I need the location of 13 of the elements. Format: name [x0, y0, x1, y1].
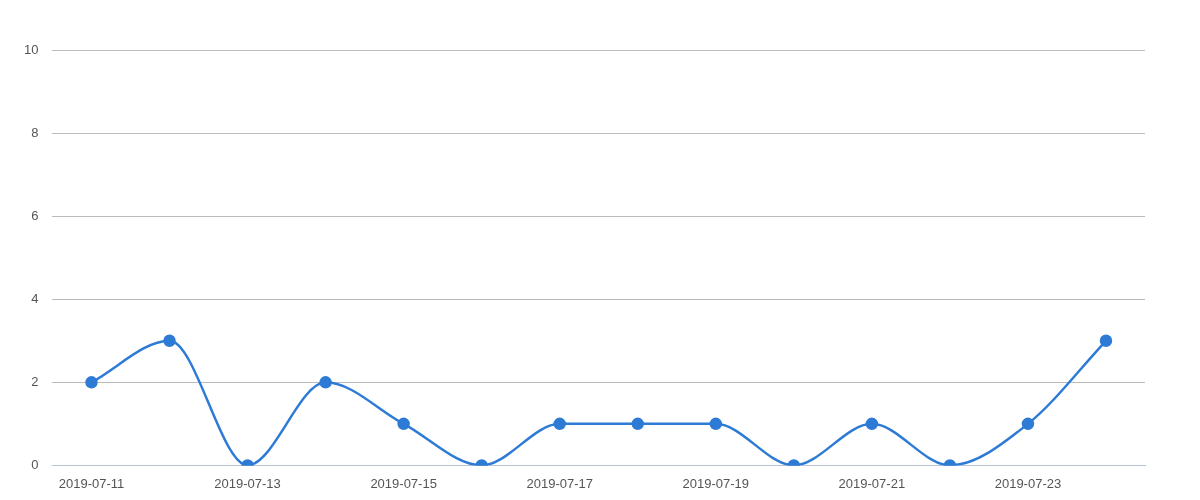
y-tick-label: 0 — [31, 456, 39, 472]
x-tick-label: 2019-07-23 — [994, 475, 1062, 491]
x-tick-label: 2019-07-11 — [58, 475, 125, 491]
x-tick-label: 2019-07-21 — [838, 475, 906, 491]
x-tick-label: 2019-07-19 — [682, 475, 750, 491]
y-tick-label: 6 — [31, 207, 39, 223]
y-tick-label: 4 — [31, 290, 39, 306]
x-tick-label: 2019-07-13 — [214, 475, 281, 491]
y-tick-label: 10 — [23, 41, 39, 57]
y-tick-label: 2 — [31, 373, 39, 389]
y-tick-label: 8 — [31, 124, 39, 140]
x-tick-label: 2019-07-15 — [370, 475, 437, 491]
x-tick-label: 2019-07-17 — [526, 475, 593, 491]
